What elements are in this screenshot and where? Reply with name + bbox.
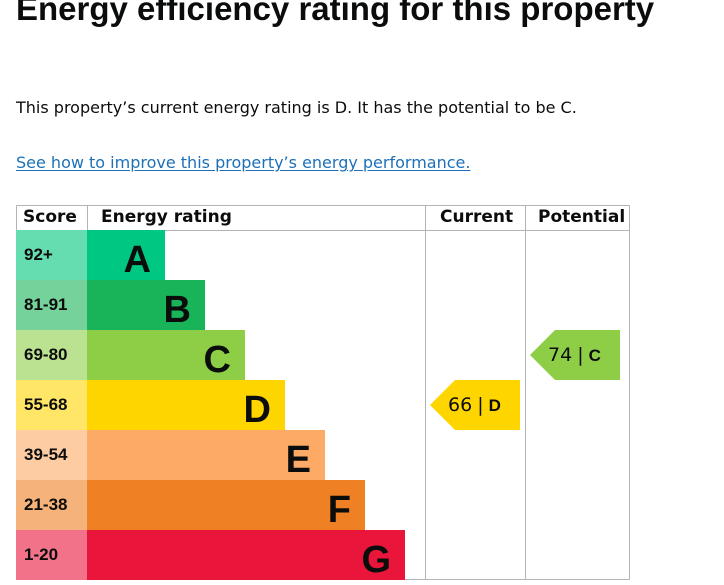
band-bar-a: A [87, 230, 165, 281]
rating-summary: This property’s current energy rating is… [16, 98, 577, 117]
energy-rating-table: Score Energy rating Current Potential 92… [16, 205, 630, 581]
band-letter: C [203, 339, 231, 381]
band-score: 55-68 [16, 380, 87, 430]
band-score: 92+ [16, 230, 87, 280]
band-bar-c: C [87, 330, 245, 381]
band-row-c: 69-80 C [16, 330, 425, 381]
band-row-e: 39-54 E [16, 430, 425, 481]
column-header-score: Score [23, 207, 77, 227]
band-bar-f: F [87, 480, 365, 531]
arrow-left-icon [530, 330, 620, 380]
band-letter: B [163, 289, 191, 331]
band-row-b: 81-91 B [16, 280, 425, 331]
potential-rating-letter: C [588, 346, 601, 365]
band-score: 39-54 [16, 430, 87, 480]
column-header-current: Current [440, 207, 514, 227]
band-score: 69-80 [16, 330, 87, 380]
band-row-g: 1-20 G [16, 530, 425, 581]
band-letter: A [123, 239, 151, 281]
current-rating-score: 66 [448, 394, 473, 416]
band-row-f: 21-38 F [16, 480, 425, 531]
band-letter: E [285, 439, 311, 481]
band-bar-g: G [87, 530, 405, 581]
band-score: 81-91 [16, 280, 87, 330]
page-title: Energy efficiency rating for this proper… [16, 0, 655, 27]
band-letter: G [361, 539, 391, 581]
marker-separator: | [577, 344, 584, 366]
potential-rating-marker: 74 | C [530, 330, 620, 380]
band-score: 21-38 [16, 480, 87, 530]
column-header-potential: Potential [538, 207, 626, 227]
band-row-a: 92+ A [16, 230, 425, 281]
potential-rating-score: 74 [548, 344, 573, 366]
column-header-energy-rating: Energy rating [101, 207, 232, 227]
band-score: 1-20 [16, 530, 87, 580]
current-rating-marker: 66 | D [430, 380, 520, 430]
band-bar-b: B [87, 280, 205, 331]
marker-separator: | [477, 394, 484, 416]
current-rating-letter: D [488, 396, 501, 415]
band-bar-d: D [87, 380, 285, 431]
band-bar-e: E [87, 430, 325, 481]
improve-energy-link[interactable]: See how to improve this property’s energ… [16, 153, 471, 172]
band-letter: F [327, 489, 351, 531]
arrow-left-icon [430, 380, 520, 430]
band-row-d: 55-68 D [16, 380, 425, 431]
band-letter: D [243, 389, 271, 431]
